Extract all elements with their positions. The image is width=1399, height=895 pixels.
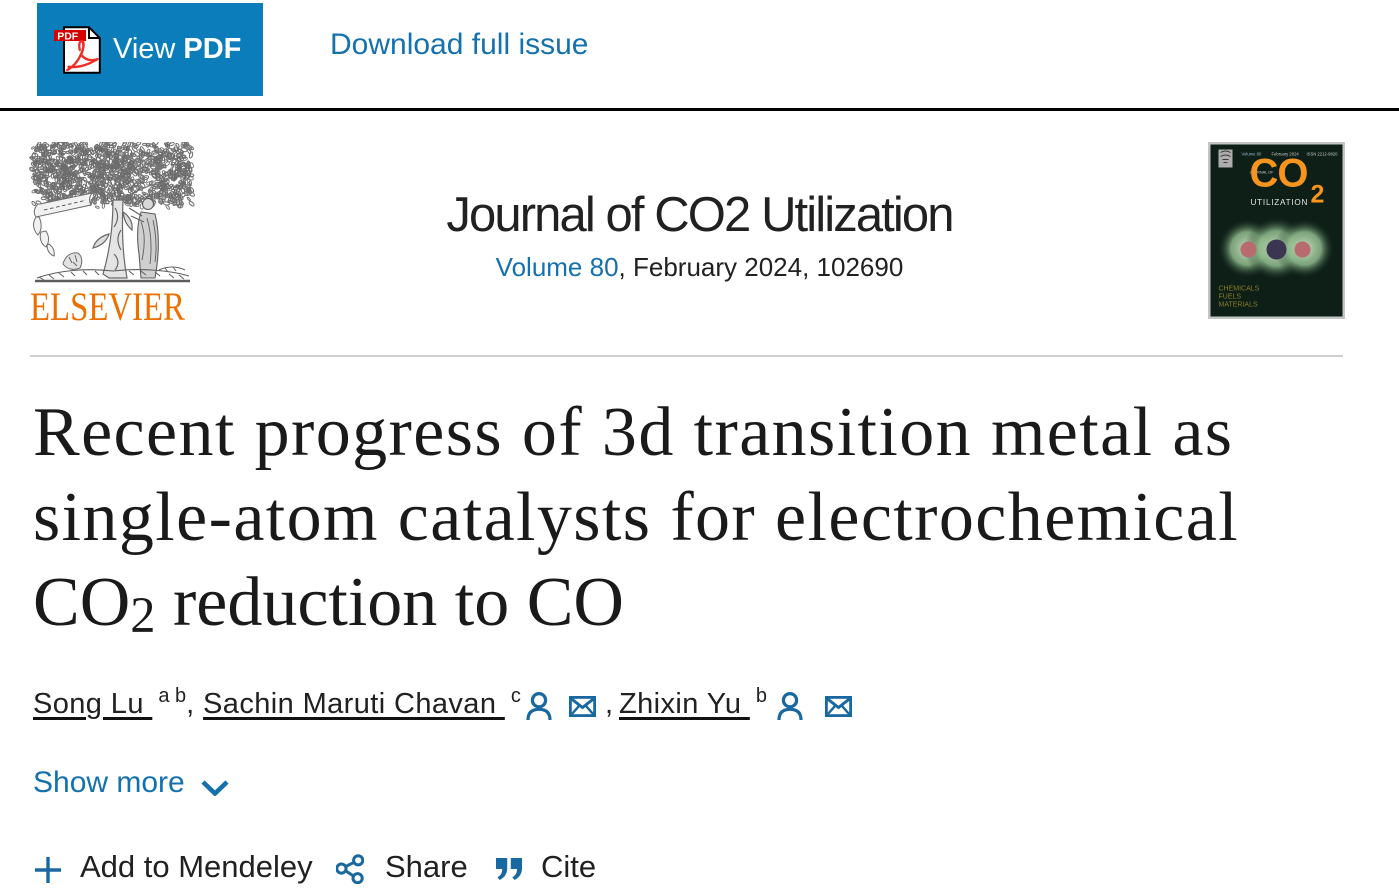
svg-text:Volume 80: Volume 80 bbox=[1242, 152, 1262, 157]
svg-text:2: 2 bbox=[1311, 181, 1325, 209]
svg-text:CHEMICALS: CHEMICALS bbox=[1219, 286, 1260, 293]
svg-text:PDF: PDF bbox=[57, 30, 79, 42]
svg-text:CO: CO bbox=[1250, 152, 1308, 196]
svg-text:UTILIZATION: UTILIZATION bbox=[1251, 198, 1309, 207]
svg-text:JOURNAL OF: JOURNAL OF bbox=[1250, 171, 1275, 175]
svg-text:ISSN 2212-9820: ISSN 2212-9820 bbox=[1307, 152, 1339, 157]
svg-text:February 2024: February 2024 bbox=[1272, 152, 1300, 157]
svg-text:MATERIALS: MATERIALS bbox=[1219, 302, 1258, 309]
svg-text:FUELS: FUELS bbox=[1219, 294, 1242, 301]
